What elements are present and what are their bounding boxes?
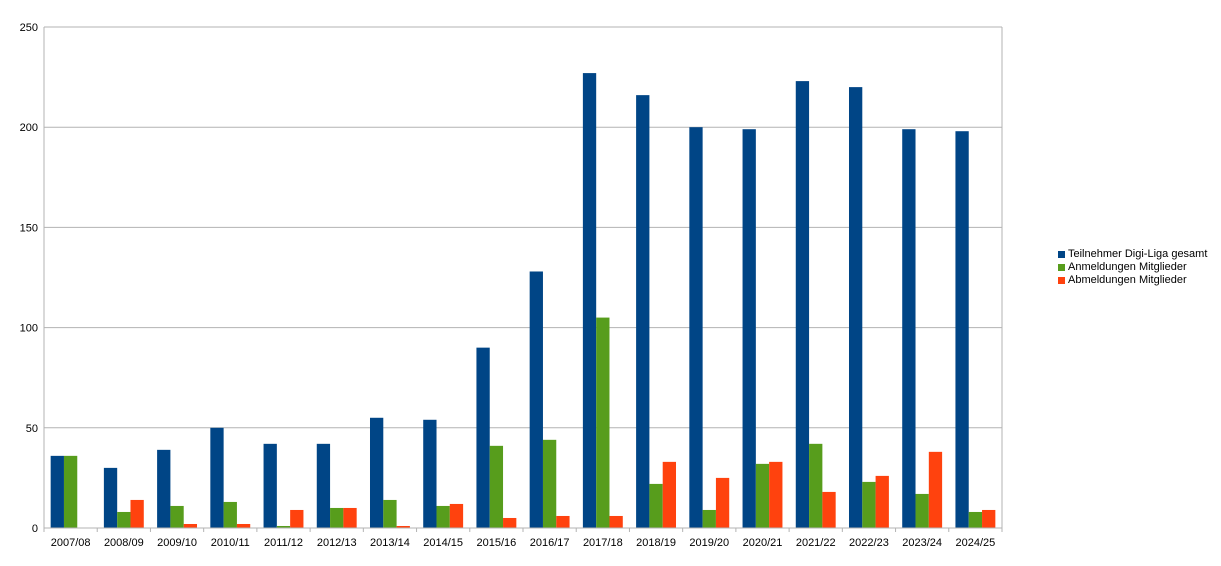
chart-legend: Teilnehmer Digi-Liga gesamt Anmeldungen … <box>1058 248 1207 287</box>
bar-series2-3 <box>236 523 251 528</box>
y-tick-label: 50 <box>26 423 38 435</box>
bar-series1-2 <box>170 505 184 528</box>
legend-swatch-deregistrations <box>1058 277 1065 284</box>
x-tick-label: 2019/20 <box>689 537 729 549</box>
bar-series0-3 <box>210 427 224 528</box>
bar-series2-13 <box>769 461 783 528</box>
bar-series1-10 <box>596 317 610 528</box>
bar-series0-0 <box>50 455 64 528</box>
bar-series1-7 <box>436 505 450 528</box>
x-tick-label: 2023/24 <box>902 537 942 549</box>
x-tick-label: 2010/11 <box>211 537 250 549</box>
x-tick-label: 2018/19 <box>636 537 676 549</box>
legend-item-participants: Teilnehmer Digi-Liga gesamt <box>1058 248 1207 261</box>
bar-series0-1 <box>103 467 118 528</box>
y-tick-label: 200 <box>20 122 38 134</box>
bar-series1-3 <box>223 501 237 528</box>
bar-series1-14 <box>809 443 823 528</box>
bar-series0-6 <box>369 417 384 528</box>
x-tick-label: 2011/12 <box>264 537 303 549</box>
bar-series2-1 <box>130 499 144 528</box>
bar-series0-8 <box>476 347 490 528</box>
bar-series1-17 <box>968 511 983 528</box>
x-tick-label: 2020/21 <box>743 537 783 549</box>
bar-series2-2 <box>183 523 198 528</box>
bar-series2-17 <box>982 509 996 528</box>
bar-series1-1 <box>117 511 131 528</box>
bar-series0-7 <box>423 419 437 528</box>
legend-label-registrations: Anmeldungen Mitglieder <box>1068 261 1187 273</box>
bar-series1-11 <box>649 483 663 528</box>
y-tick-label: 100 <box>20 323 38 335</box>
bar-series2-10 <box>609 515 623 528</box>
legend-label-deregistrations: Abmeldungen Mitglieder <box>1068 274 1187 286</box>
bar-series0-14 <box>795 81 810 528</box>
bar-series0-15 <box>848 87 863 529</box>
bar-series2-11 <box>662 461 677 528</box>
bar-series1-8 <box>489 445 504 528</box>
legend-item-registrations: Anmeldungen Mitglieder <box>1058 261 1207 274</box>
x-tick-label: 2007/08 <box>51 537 91 549</box>
bar-series2-12 <box>715 477 730 528</box>
bar-series0-17 <box>955 131 969 528</box>
bar-series0-16 <box>902 129 916 529</box>
x-tick-label: 2016/17 <box>530 537 570 549</box>
x-tick-label: 2014/15 <box>423 537 463 549</box>
y-tick-label: 250 <box>20 22 38 34</box>
bar-series0-12 <box>689 127 703 528</box>
x-tick-label: 2021/22 <box>796 537 836 549</box>
legend-label-participants: Teilnehmer Digi-Liga gesamt <box>1068 248 1208 260</box>
bar-series1-4 <box>276 525 291 528</box>
bar-series2-4 <box>290 509 304 528</box>
bar-series2-9 <box>556 515 570 528</box>
bar-series0-11 <box>636 95 650 529</box>
x-tick-label: 2017/18 <box>583 537 623 549</box>
bar-series1-12 <box>702 509 716 528</box>
bar-series2-8 <box>503 517 517 528</box>
bar-series0-9 <box>529 271 543 528</box>
x-tick-label: 2008/09 <box>104 537 144 549</box>
x-tick-label: 2013/14 <box>370 537 410 549</box>
bar-series1-13 <box>755 463 770 528</box>
bar-series2-14 <box>822 491 836 528</box>
bar-series2-16 <box>928 451 943 528</box>
bar-series0-5 <box>316 443 331 528</box>
bar-series0-4 <box>263 443 277 528</box>
legend-item-deregistrations: Abmeldungen Mitglieder <box>1058 274 1207 287</box>
bar-series2-7 <box>449 503 464 528</box>
x-tick-label: 2024/25 <box>956 537 996 549</box>
bar-series1-0 <box>63 455 78 528</box>
legend-swatch-registrations <box>1058 264 1065 271</box>
bar-series2-5 <box>343 507 357 528</box>
bar-series1-15 <box>862 481 876 528</box>
bar-series0-2 <box>157 449 171 528</box>
bar-series0-13 <box>742 129 756 529</box>
bar-series2-6 <box>396 525 410 528</box>
bar-series1-6 <box>383 499 397 528</box>
bar-series1-9 <box>542 439 557 528</box>
bar-series2-15 <box>875 475 889 528</box>
bar-series1-5 <box>330 507 344 528</box>
y-tick-label: 150 <box>20 222 38 234</box>
x-tick-label: 2022/23 <box>849 537 889 549</box>
x-tick-label: 2009/10 <box>157 537 197 549</box>
legend-swatch-participants <box>1058 251 1065 258</box>
y-tick-label: 0 <box>32 523 38 535</box>
x-tick-label: 2012/13 <box>317 537 357 549</box>
bar-series0-10 <box>582 73 597 528</box>
bar-series1-16 <box>915 493 929 528</box>
x-tick-label: 2015/16 <box>477 537 517 549</box>
